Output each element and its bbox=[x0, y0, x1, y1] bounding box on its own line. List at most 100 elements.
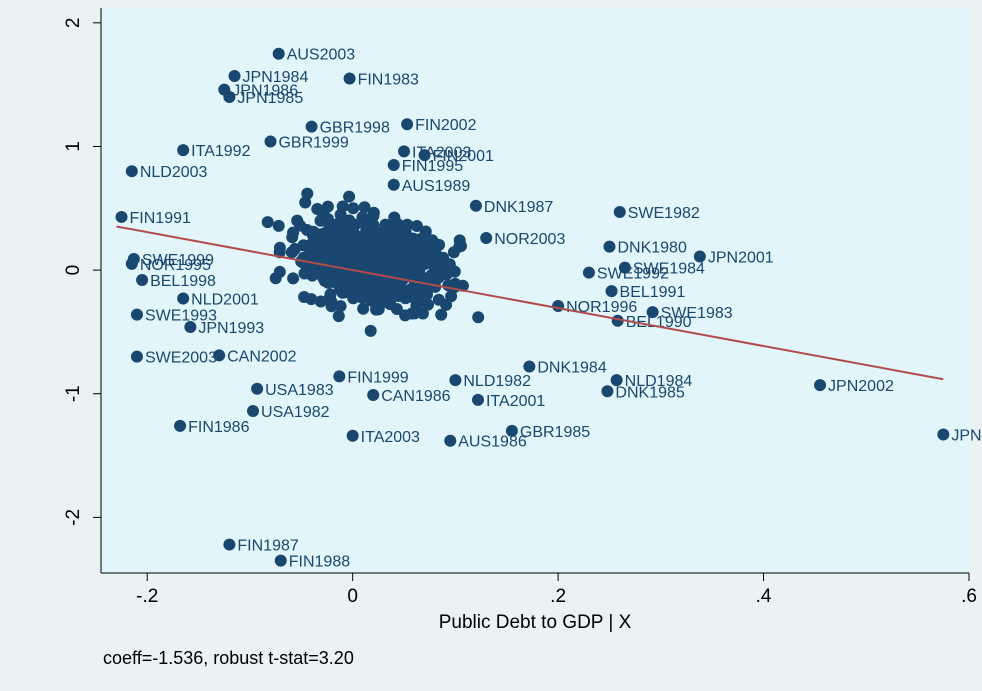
x-tick-label: -.2 bbox=[136, 586, 158, 607]
scatter-point-labeled bbox=[125, 165, 138, 178]
scatter-point bbox=[377, 257, 390, 270]
x-tick-label: .6 bbox=[961, 586, 977, 607]
scatter-point-labeled bbox=[603, 240, 616, 253]
point-label: FIN1986 bbox=[188, 419, 249, 436]
scatter-point bbox=[415, 293, 428, 306]
scatter-point-labeled bbox=[387, 178, 400, 191]
scatter-point bbox=[389, 245, 402, 258]
scatter-point bbox=[427, 257, 440, 270]
y-tick-label: -1 bbox=[63, 385, 84, 402]
point-label: FIN1987 bbox=[237, 538, 298, 555]
point-label: SWE1983 bbox=[661, 305, 733, 322]
point-label: FIN1995 bbox=[402, 158, 463, 175]
scatter-point-labeled bbox=[343, 72, 356, 85]
point-label: JPN1993 bbox=[198, 320, 264, 337]
scatter-point-labeled bbox=[130, 350, 143, 363]
point-label: BEL1990 bbox=[626, 314, 692, 331]
scatter-point-labeled bbox=[693, 250, 706, 263]
y-tick-label: 1 bbox=[63, 141, 84, 152]
scatter-point-labeled bbox=[505, 424, 518, 437]
scatter-point bbox=[367, 283, 380, 296]
scatter-point bbox=[437, 251, 450, 264]
scatter-point bbox=[305, 293, 318, 306]
scatter-point-labeled bbox=[346, 429, 359, 442]
y-tick-label: 0 bbox=[63, 265, 84, 276]
point-label: NLD1984 bbox=[625, 373, 693, 390]
point-label: NLD2003 bbox=[140, 164, 208, 181]
scatter-point bbox=[314, 214, 327, 227]
scatter-point-labeled bbox=[449, 374, 462, 387]
point-label: JPN2002 bbox=[828, 378, 894, 395]
scatter-point bbox=[273, 265, 286, 278]
point-label: CAN1986 bbox=[381, 388, 450, 405]
scatter-point bbox=[314, 241, 327, 254]
point-label: BEL1998 bbox=[150, 273, 216, 290]
x-axis-ticks: -.2 0 .2 .4 .6 bbox=[136, 573, 977, 607]
point-label: FIN2001 bbox=[433, 148, 494, 165]
scatter-point-labeled bbox=[398, 145, 411, 158]
scatter-point-labeled bbox=[213, 349, 226, 362]
scatter-point-labeled bbox=[184, 320, 197, 333]
scatter-point bbox=[339, 276, 352, 289]
scatter-point-labeled bbox=[177, 144, 190, 157]
point-label: SWE1993 bbox=[145, 308, 217, 325]
point-label: CAN2002 bbox=[227, 348, 296, 365]
scatter-point bbox=[358, 201, 371, 214]
scatter-point-labeled bbox=[115, 210, 128, 223]
scatter-point bbox=[370, 230, 383, 243]
scatter-point bbox=[328, 228, 341, 241]
point-label: GBR1999 bbox=[278, 135, 348, 152]
scatter-point-labeled bbox=[333, 370, 346, 383]
y-axis-ticks: -2 -1 0 1 2 bbox=[63, 18, 101, 526]
scatter-point bbox=[359, 250, 372, 263]
point-label: ITA2003 bbox=[361, 429, 420, 446]
scatter-point bbox=[453, 240, 466, 253]
point-label: DNK1980 bbox=[617, 240, 686, 257]
scatter-point bbox=[388, 289, 401, 302]
point-label: DNK1987 bbox=[484, 199, 553, 216]
scatter-point-labeled bbox=[480, 231, 493, 244]
scatter-point bbox=[381, 233, 394, 246]
plot-region bbox=[101, 8, 969, 573]
point-label: FIN1991 bbox=[130, 210, 191, 227]
point-label: SWE2003 bbox=[145, 350, 217, 367]
scatter-point bbox=[377, 289, 390, 302]
scatter-point bbox=[334, 249, 347, 262]
point-label: ITA2001 bbox=[486, 393, 545, 410]
point-label: NOR2003 bbox=[494, 231, 565, 248]
point-label: DNK1985 bbox=[615, 384, 684, 401]
scatter-point-labeled bbox=[613, 205, 626, 218]
point-label: JPN2001 bbox=[708, 250, 774, 267]
scatter-point-labeled bbox=[272, 47, 285, 60]
scatter-point bbox=[398, 220, 411, 233]
scatter-point bbox=[287, 272, 300, 285]
point-label: BEL1991 bbox=[620, 284, 686, 301]
point-label: FIN2002 bbox=[415, 117, 476, 134]
scatter-point-labeled bbox=[228, 69, 241, 82]
point-label: AUS2003 bbox=[287, 47, 356, 64]
scatter-points bbox=[115, 47, 950, 567]
point-label: FIN1999 bbox=[347, 369, 408, 386]
footnote-coefficient: coeff=-1.536, robust t-stat=3.20 bbox=[103, 648, 354, 668]
scatter-point-labeled bbox=[305, 120, 318, 133]
point-label: SWE1992 bbox=[597, 266, 669, 283]
point-label: FIN1983 bbox=[358, 71, 419, 88]
scatter-point-labeled bbox=[264, 135, 277, 148]
scatter-point-labeled bbox=[605, 285, 618, 298]
scatter-point-labeled bbox=[471, 393, 484, 406]
point-label: GBR1998 bbox=[320, 120, 390, 137]
scatter-point bbox=[402, 286, 414, 299]
point-label: SWE1982 bbox=[628, 205, 700, 222]
scatter-point bbox=[294, 219, 307, 232]
scatter-point-labeled bbox=[814, 379, 827, 392]
scatter-point bbox=[409, 306, 422, 319]
point-label: JPN1986 bbox=[232, 83, 298, 100]
scatter-point bbox=[370, 299, 383, 312]
x-tick-label: .2 bbox=[550, 586, 566, 607]
scatter-point-labeled bbox=[274, 554, 287, 567]
scatter-point-labeled bbox=[130, 308, 143, 321]
point-label: JPN2003 bbox=[951, 428, 982, 445]
